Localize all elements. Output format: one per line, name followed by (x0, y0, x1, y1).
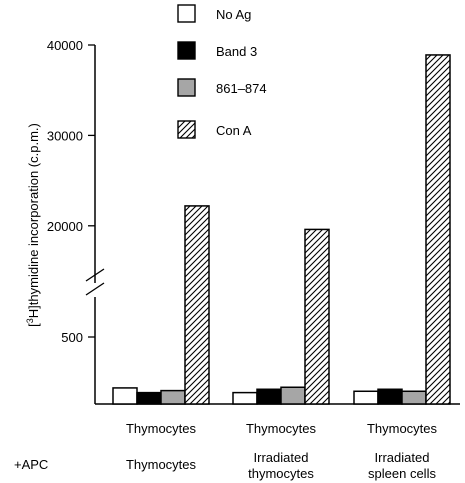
apc-category-label: Irradiated (254, 450, 309, 465)
legend-swatch-gray (177, 78, 196, 97)
bar-white-group-1 (112, 387, 138, 405)
legend-swatch-hatch (177, 120, 196, 139)
cells-row: Thymocytes Thymocytes Thymocytes (126, 421, 438, 436)
y-axis-label: [3H]thymidine incorporation (c.p.m.) (25, 123, 41, 327)
bar-gray-group-3 (401, 390, 427, 405)
axis-break-mark (85, 268, 105, 282)
bar-black-group-1 (136, 391, 162, 405)
legend-swatch-black (177, 41, 196, 60)
apc-row: Thymocytes IrradiatedthymocytesIrradiated… (126, 450, 436, 481)
apc-category-label: Irradiated (375, 450, 430, 465)
bar-gray-group-2 (280, 386, 306, 405)
y-tick-label: 30000 (47, 128, 83, 143)
bar-black-group-3 (377, 388, 403, 405)
bar-white-group-3 (353, 390, 379, 405)
bar-hatch-group-2 (304, 228, 330, 405)
cells-label: Thymocytes (126, 421, 197, 436)
cells-label: Thymocytes (367, 421, 438, 436)
legend: No Ag Band 3 861–874 Con A (177, 4, 267, 139)
apc-category-label: thymocytes (248, 466, 314, 481)
legend-label: Con A (216, 123, 252, 138)
axis-break-mark (85, 282, 105, 296)
cells-label: Thymocytes (246, 421, 317, 436)
legend-label: 861–874 (216, 81, 267, 96)
bar-hatch-group-1 (184, 205, 210, 405)
y-tick-label: 40000 (47, 38, 83, 53)
apc-category-label: Thymocytes (126, 457, 197, 472)
bar-white-group-2 (232, 391, 258, 405)
bar-black-group-2 (256, 388, 282, 405)
y-tick-label: 20000 (47, 219, 83, 234)
bar-gray-group-1 (160, 389, 186, 405)
legend-label: No Ag (216, 7, 251, 22)
apc-category-label: spleen cells (368, 466, 436, 481)
legend-label: Band 3 (216, 44, 257, 59)
legend-swatch-white (177, 4, 196, 23)
bars (112, 54, 451, 405)
bar-hatch-group-3 (425, 54, 451, 405)
apc-label: +APC (14, 457, 48, 472)
y-tick-label: 500 (61, 330, 83, 345)
